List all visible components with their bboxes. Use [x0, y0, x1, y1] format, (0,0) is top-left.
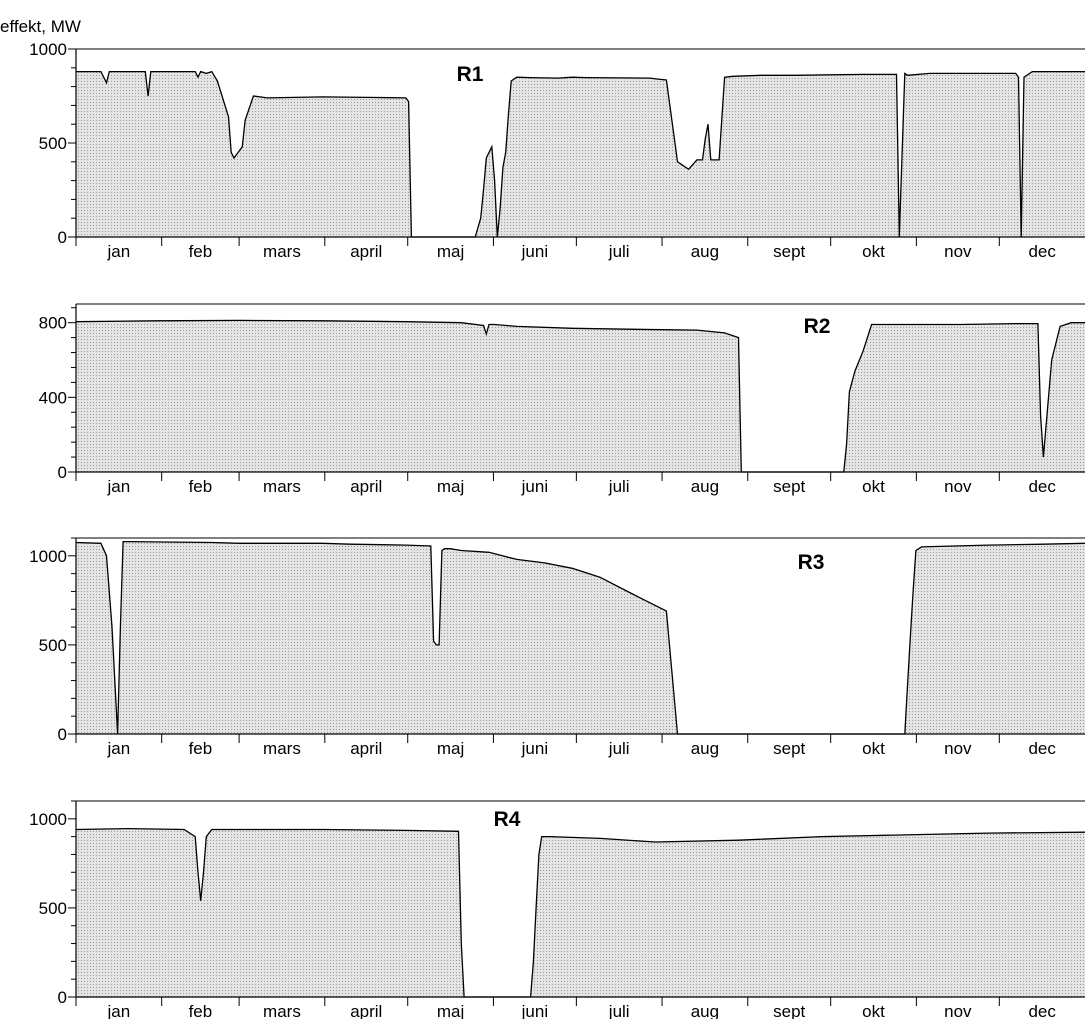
x-month-label: juni — [521, 739, 548, 758]
x-month-label: april — [350, 242, 382, 261]
y-axis-label: effekt, MW — [0, 17, 81, 36]
series-line-r3 — [75, 540, 1085, 735]
x-month-label: april — [350, 1002, 382, 1019]
y-tick-label: 1000 — [29, 547, 67, 566]
x-month-label: nov — [944, 739, 972, 758]
x-month-label: jan — [107, 477, 131, 496]
x-month-label: juli — [608, 739, 630, 758]
x-month-label: feb — [189, 1002, 213, 1019]
chart-panel-r4: 0 500 1000 jan feb mars april maj juni juli aug sep… — [29, 800, 1085, 1019]
x-month-label: dec — [1028, 739, 1056, 758]
x-month-label: nov — [944, 242, 972, 261]
y-tick-label: 0 — [58, 725, 67, 744]
x-month-label: juni — [521, 477, 548, 496]
x-month-label: okt — [862, 739, 885, 758]
chart-panel-r3: 0 500 1000 jan feb mars april maj juni juli aug sep… — [29, 537, 1085, 758]
x-month-label: maj — [437, 739, 464, 758]
x-month-label: mars — [263, 739, 301, 758]
x-month-label: aug — [691, 1002, 719, 1019]
x-month-label: okt — [862, 1002, 885, 1019]
x-month-label: aug — [691, 739, 719, 758]
y-tick-label: 500 — [39, 636, 67, 655]
x-month-label: aug — [691, 477, 719, 496]
x-month-label: april — [350, 477, 382, 496]
x-month-label: mars — [263, 242, 301, 261]
x-month-label: maj — [437, 242, 464, 261]
series-line-r1 — [76, 70, 1085, 238]
chart-panel-r2: 0 400 800 jan feb mars april maj juni juli aug sept… — [39, 303, 1085, 496]
x-month-label: nov — [944, 1002, 972, 1019]
y-tick-label: 0 — [58, 988, 67, 1007]
x-month-label: feb — [189, 739, 213, 758]
x-month-label: jan — [107, 1002, 131, 1019]
x-month-label: juni — [521, 1002, 548, 1019]
x-month-label: maj — [437, 1002, 464, 1019]
x-month-label: juli — [608, 1002, 630, 1019]
x-month-label: sept — [773, 1002, 805, 1019]
y-tick-label: 500 — [39, 899, 67, 918]
x-month-label: sept — [773, 477, 805, 496]
x-month-label: jan — [107, 739, 131, 758]
x-month-label: sept — [773, 242, 805, 261]
x-month-label: mars — [263, 1002, 301, 1019]
chart-title: R3 — [798, 551, 825, 574]
y-tick-label: 500 — [39, 134, 67, 153]
y-tick-label: 0 — [58, 228, 67, 247]
x-month-label: feb — [189, 242, 213, 261]
chart-title: R4 — [494, 808, 521, 831]
series-area-r2 — [76, 320, 1085, 472]
y-tick-label: 800 — [39, 314, 67, 333]
x-month-label: nov — [944, 477, 972, 496]
chart-panel-r1: 0 500 1000 jan feb mars april maj juni juli aug sep… — [29, 40, 1085, 261]
x-month-label: okt — [862, 242, 885, 261]
x-month-label: dec — [1028, 1002, 1056, 1019]
series-area-r3 — [76, 541, 1085, 734]
series-area-r1 — [76, 71, 1085, 237]
x-month-label: mars — [263, 477, 301, 496]
x-month-label: sept — [773, 739, 805, 758]
y-tick-label: 0 — [58, 463, 67, 482]
x-month-label: maj — [437, 477, 464, 496]
y-tick-label: 1000 — [29, 810, 67, 829]
x-month-label: april — [350, 739, 382, 758]
x-month-label: dec — [1028, 242, 1056, 261]
x-month-label: juni — [521, 242, 548, 261]
chart-title: R1 — [457, 63, 484, 86]
x-month-label: dec — [1028, 477, 1056, 496]
y-tick-label: 1000 — [29, 40, 67, 59]
y-tick-label: 400 — [39, 388, 67, 407]
x-month-label: okt — [862, 477, 885, 496]
x-month-label: feb — [189, 477, 213, 496]
x-month-label: jan — [107, 242, 131, 261]
x-month-label: juli — [608, 477, 630, 496]
series-area-r4 — [76, 828, 1085, 997]
chart-title: R2 — [804, 315, 831, 338]
x-month-label: juli — [608, 242, 630, 261]
x-month-label: aug — [691, 242, 719, 261]
